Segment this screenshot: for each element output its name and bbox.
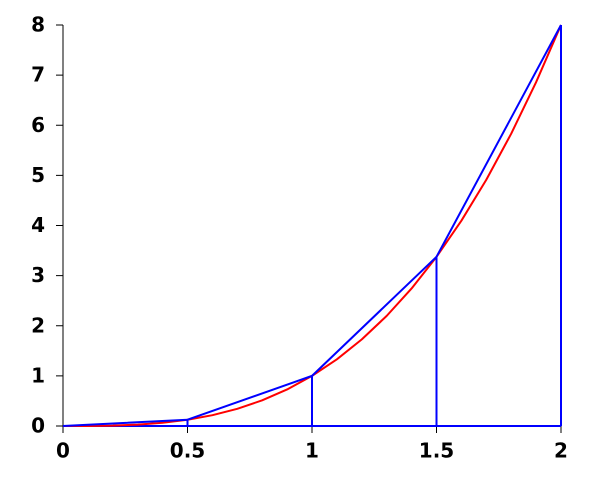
y-tick-label: 1 — [31, 363, 45, 387]
x-tick-label: 1.5 — [419, 439, 454, 463]
x-tick-label: 0 — [56, 439, 70, 463]
x-tick-label: 2 — [554, 439, 568, 463]
y-tick-label: 5 — [31, 163, 45, 187]
y-tick-label: 0 — [31, 414, 45, 438]
series-line — [62, 24, 562, 427]
y-tick-label: 6 — [31, 113, 45, 137]
x-tick-label: 0.5 — [170, 439, 205, 463]
x-tick-label: 1 — [305, 439, 319, 463]
y-tick-label: 7 — [31, 63, 45, 87]
y-tick-label: 8 — [31, 13, 45, 37]
y-tick-label: 2 — [31, 313, 45, 337]
series-line — [62, 24, 562, 427]
y-tick-label: 4 — [31, 213, 45, 237]
y-tick-label: 3 — [31, 263, 45, 287]
